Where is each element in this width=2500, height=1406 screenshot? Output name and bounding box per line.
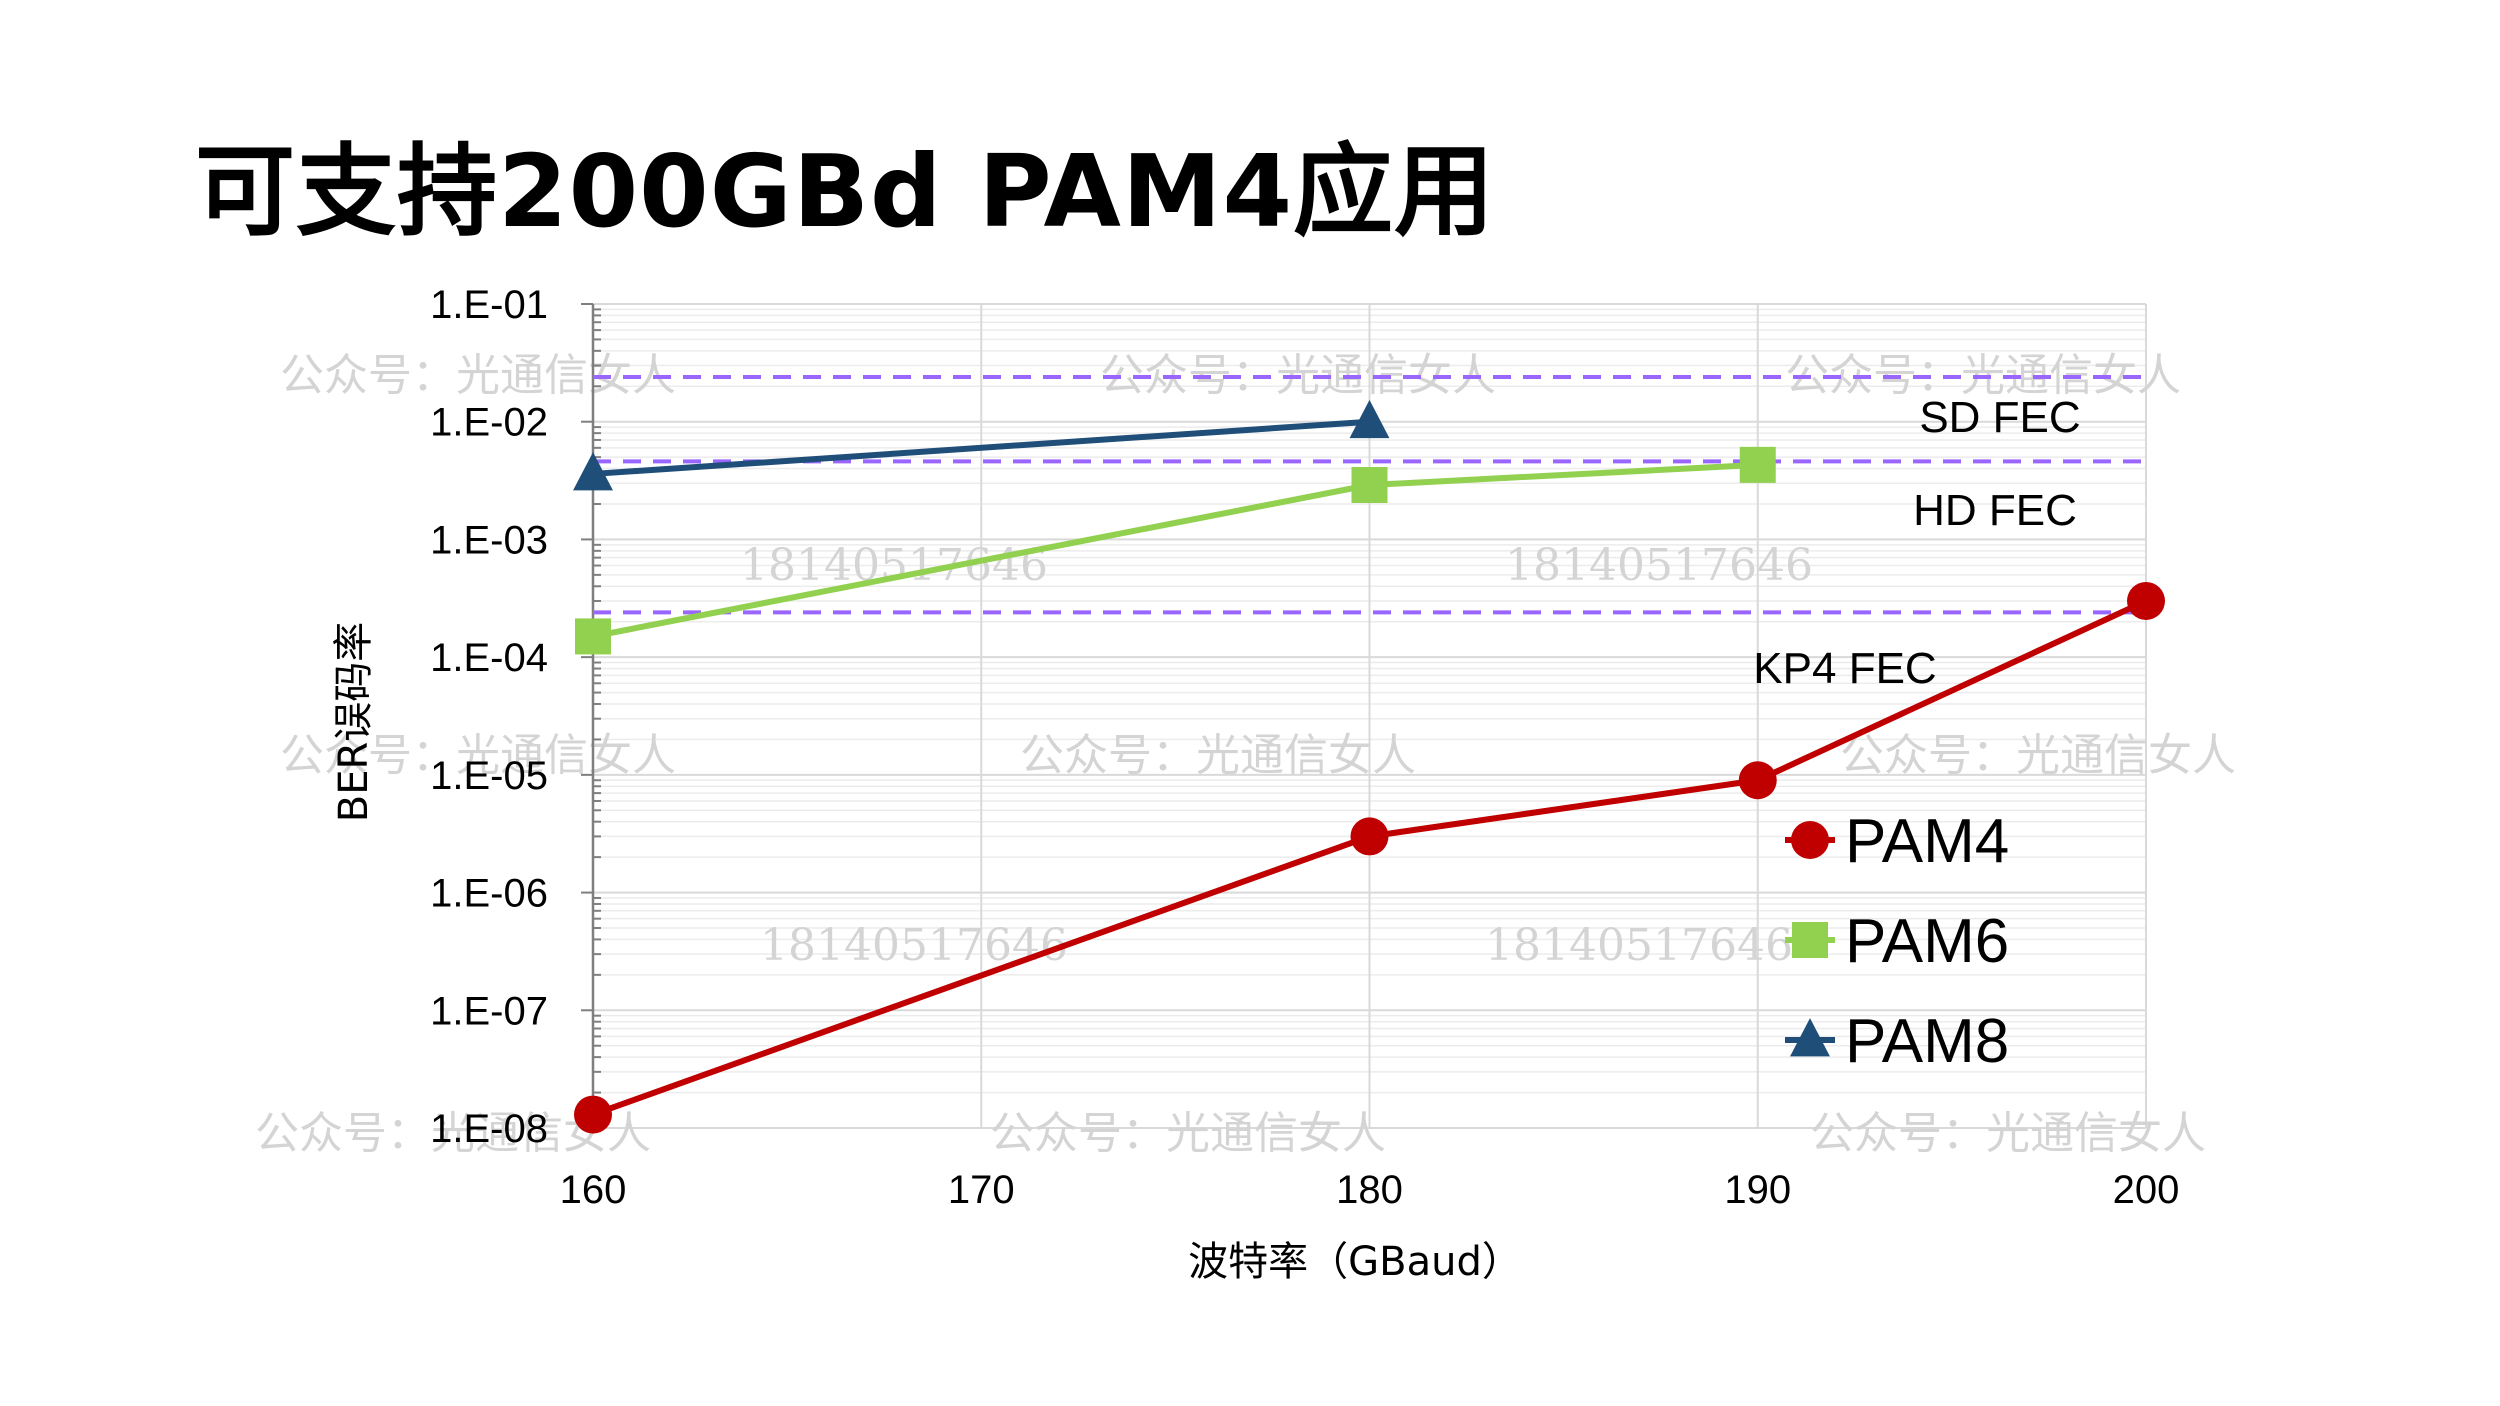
data-point-triangle — [1349, 399, 1390, 439]
y-tick-label: 1.E-03 — [430, 518, 548, 562]
data-series — [573, 399, 2165, 1134]
legend-label-pam8: PAM8 — [1845, 1007, 2009, 1076]
data-point-circle — [2127, 581, 2165, 620]
watermark-text: 公众号：光通信女人 — [1840, 730, 2236, 781]
watermark-number: 18140517646 — [1505, 540, 1813, 591]
watermark-text: 公众号：光通信女人 — [1810, 1108, 2206, 1159]
y-tick-label: 1.E-02 — [430, 401, 548, 445]
legend-marker-pam8 — [1790, 1018, 1830, 1057]
legend-label-pam6: PAM6 — [1845, 907, 2009, 976]
legend-marker-pam4 — [1791, 821, 1829, 859]
watermark-text: 公众号：光通信女人 — [1020, 730, 1416, 781]
y-tick-label: 1.E-05 — [430, 754, 548, 798]
data-point-triangle — [573, 452, 613, 491]
fec-threshold-label: HD FEC — [1913, 486, 2077, 535]
data-point-circle — [1738, 761, 1777, 800]
watermark-number: 18140517646 — [1485, 920, 1793, 971]
x-tick-label: 180 — [1336, 1168, 1403, 1212]
x-tick-label: 200 — [2113, 1168, 2180, 1212]
legend-marker-pam6 — [1792, 922, 1828, 958]
watermark-text: 公众号：光通信女人 — [990, 1108, 1386, 1159]
y-tick-label: 1.E-04 — [430, 636, 548, 680]
watermark-text: 公众号：光通信女人 — [280, 350, 676, 401]
data-point-circle — [574, 1095, 612, 1134]
watermark-text: 公众号：光通信女人 — [280, 730, 676, 781]
x-tick-label: 190 — [1724, 1168, 1791, 1212]
data-point-square — [1739, 446, 1776, 483]
fec-thresholds: SD FEC HD FEC KP4 FEC — [593, 374, 2146, 693]
watermark-number: 18140517646 — [740, 540, 1048, 591]
x-axis-title: 波特率（GBaud） — [1188, 1239, 1522, 1285]
series-line-pam4 — [591, 598, 2148, 1118]
legend: PAM4 PAM6 PAM8 — [1785, 807, 2009, 1076]
y-tick-label: 1.E-08 — [430, 1107, 548, 1151]
y-axis-title: BER误码率 — [331, 622, 377, 823]
y-tick-label: 1.E-06 — [430, 872, 548, 916]
slide-title: 可支持200GBd PAM4应用 — [195, 133, 1496, 250]
x-tick-label: 160 — [560, 1168, 627, 1212]
y-tick-label: 1.E-01 — [430, 283, 548, 327]
grid-lines — [592, 303, 2147, 1129]
data-point-circle — [1350, 817, 1389, 856]
legend-label-pam4: PAM4 — [1845, 807, 2009, 876]
data-point-square — [575, 618, 611, 655]
x-tick-label: 170 — [948, 1168, 1015, 1212]
data-point-square — [1351, 466, 1388, 503]
series-line-pam8 — [592, 418, 1370, 477]
axes: 1.E-01 1.E-02 1.E-03 1.E-04 1.E-05 1.E-06 1.E-… — [430, 283, 2179, 1212]
y-tick-label: 1.E-07 — [430, 989, 548, 1033]
fec-threshold-label: SD FEC — [1919, 393, 2080, 442]
fec-threshold-label: KP4 FEC — [1753, 644, 1936, 693]
